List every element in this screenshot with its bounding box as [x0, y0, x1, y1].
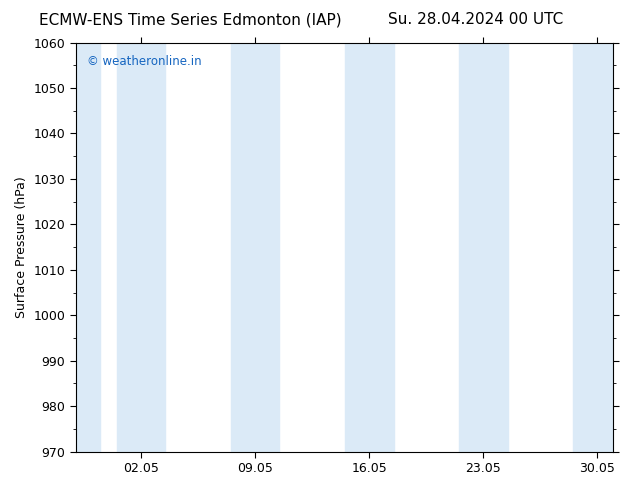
Bar [573, 43, 614, 452]
Text: © weatheronline.in: © weatheronline.in [87, 55, 201, 68]
Y-axis label: Surface Pressure (hPa): Surface Pressure (hPa) [15, 176, 28, 318]
Text: Su. 28.04.2024 00 UTC: Su. 28.04.2024 00 UTC [388, 12, 563, 27]
Bar [458, 43, 508, 452]
Bar [76, 43, 100, 452]
Bar [231, 43, 280, 452]
Text: ECMW-ENS Time Series Edmonton (IAP): ECMW-ENS Time Series Edmonton (IAP) [39, 12, 342, 27]
Bar [345, 43, 394, 452]
Bar [117, 43, 165, 452]
